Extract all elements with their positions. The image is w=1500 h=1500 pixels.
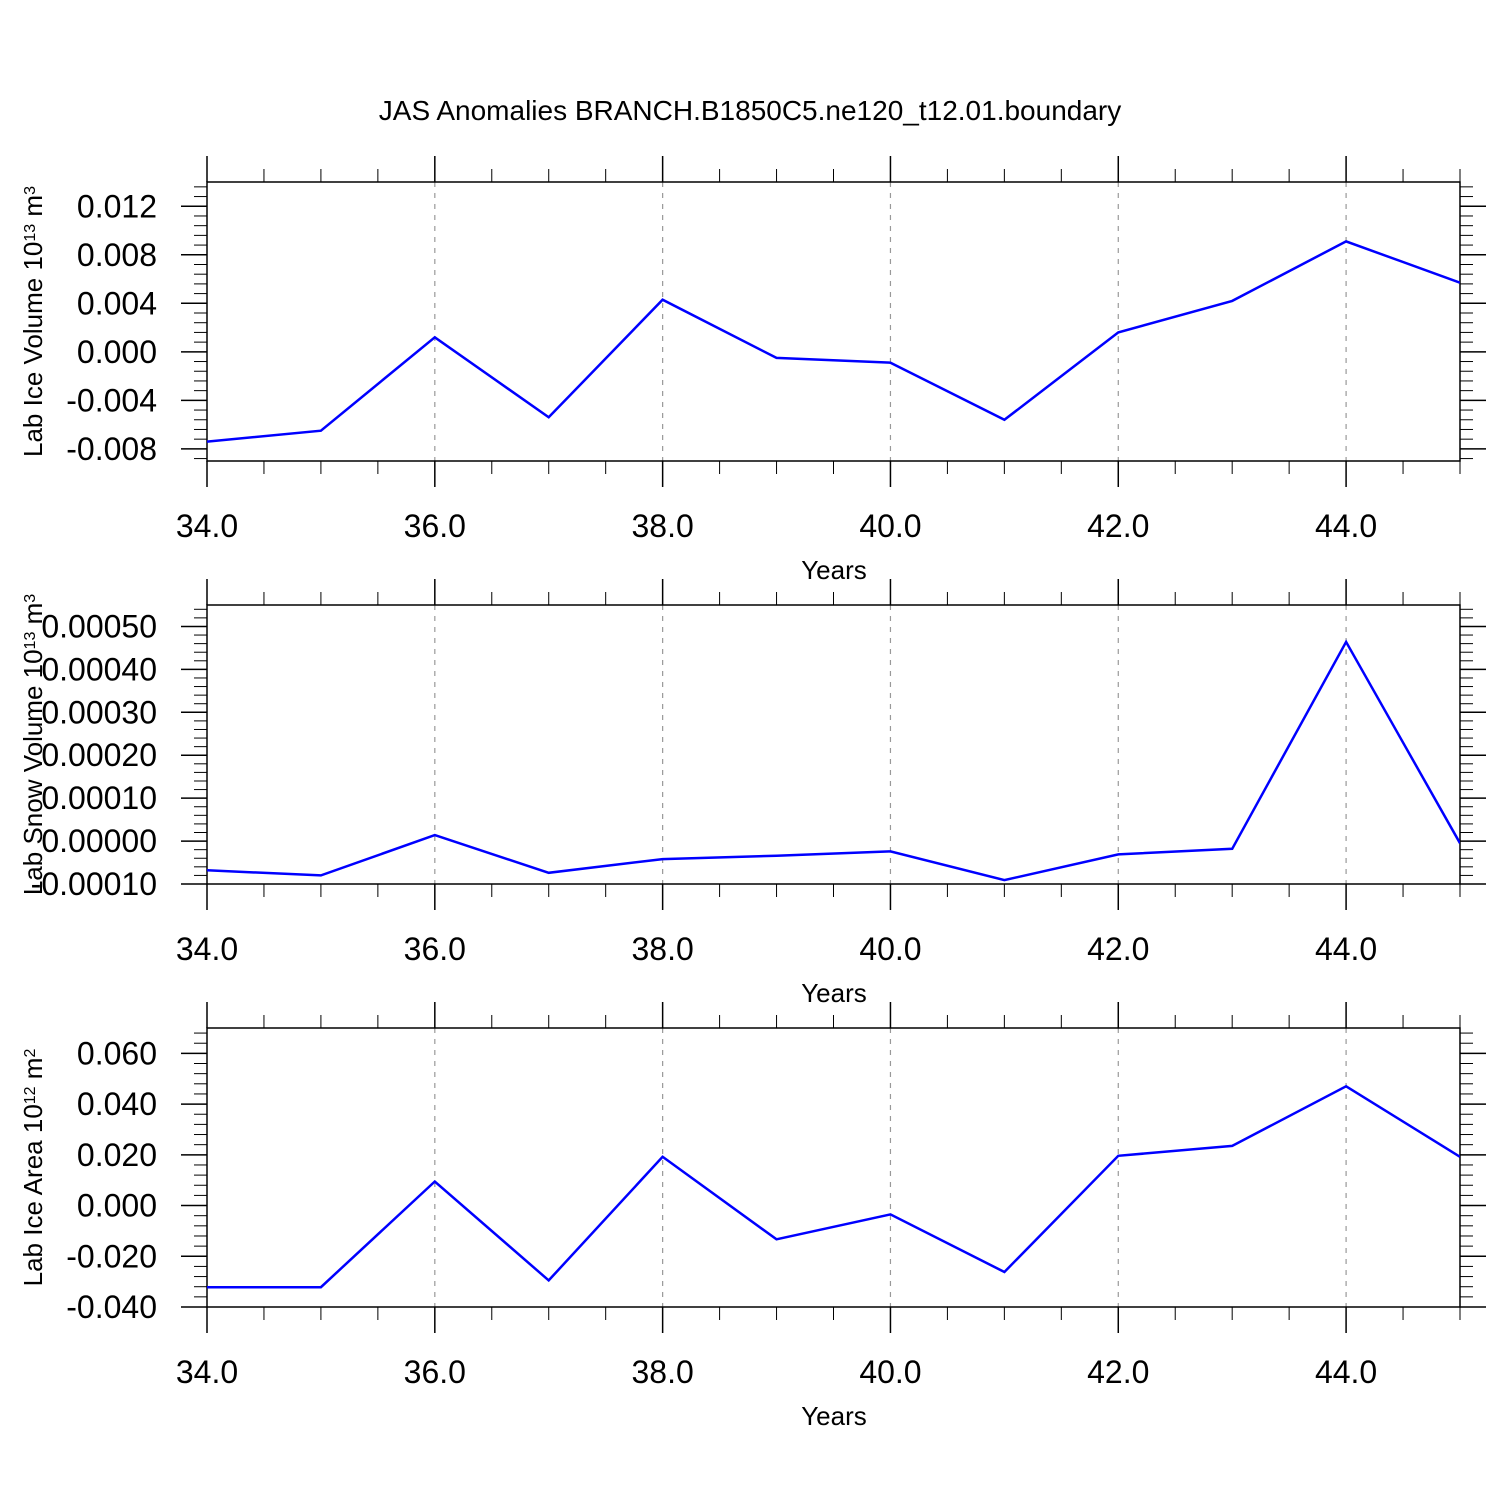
y-tick-label: -0.004 xyxy=(66,382,157,418)
x-tick-label: 36.0 xyxy=(404,508,466,544)
y-axis-title-part: Lab Ice Area 10 xyxy=(18,1104,48,1286)
x-tick-label: 34.0 xyxy=(176,931,238,967)
x-tick-label: 42.0 xyxy=(1087,931,1149,967)
y-axis-title: Lab Ice Volume 1013 m3 xyxy=(18,186,48,457)
y-axis-title-superscript: 3 xyxy=(22,594,39,603)
x-tick-label: 36.0 xyxy=(404,1354,466,1390)
y-axis-title-superscript: 12 xyxy=(22,1086,39,1104)
y-axis-title: Lab Ice Area 1012 m2 xyxy=(18,1049,48,1287)
y-tick-label: 0.00010 xyxy=(41,780,157,816)
chart-panel-1: -0.008 -0.004 0.000 0.004 0.008 0.012 34.0 36.0… xyxy=(18,156,1486,585)
x-tick-label: 40.0 xyxy=(859,1354,921,1390)
y-axis-title-part: Lab Ice Volume 10 xyxy=(18,242,48,457)
y-axis-title: Lab Snow Volume 1013 m3 xyxy=(18,594,48,895)
x-tick-label: 38.0 xyxy=(631,508,693,544)
x-tick-label: 44.0 xyxy=(1315,931,1377,967)
figure-title: JAS Anomalies BRANCH.B1850C5.ne120_t12.0… xyxy=(379,95,1121,126)
x-tick-label: 34.0 xyxy=(176,508,238,544)
x-axis-title: Years xyxy=(801,555,867,585)
y-axis-title-superscript: 13 xyxy=(22,632,39,650)
y-axis-title-superscript: 3 xyxy=(22,186,39,195)
y-axis-title-superscript: 2 xyxy=(22,1049,39,1058)
chart-panels: -0.008 -0.004 0.000 0.004 0.008 0.012 34.0 36.0… xyxy=(18,156,1486,1431)
y-tick-label: 0.012 xyxy=(77,188,157,224)
y-tick-label: 0.040 xyxy=(77,1086,157,1122)
y-tick-label: 0.020 xyxy=(77,1137,157,1173)
y-tick-label: -0.020 xyxy=(66,1238,157,1274)
x-tick-label: 38.0 xyxy=(631,931,693,967)
y-tick-label: 0.000 xyxy=(77,1188,157,1224)
y-tick-label: 0.00030 xyxy=(41,694,157,730)
x-tick-label: 44.0 xyxy=(1315,508,1377,544)
y-tick-label: 0.00000 xyxy=(41,823,157,859)
y-axis-title-superscript: 13 xyxy=(22,224,39,242)
y-tick-label: 0.00020 xyxy=(41,737,157,773)
chart-panel-3: -0.040 -0.020 0.000 0.020 0.040 0.060 34.0 36.0… xyxy=(18,1002,1486,1431)
y-tick-label: 0.060 xyxy=(77,1035,157,1071)
series-line xyxy=(207,1084,1460,1289)
x-tick-label: 44.0 xyxy=(1315,1354,1377,1390)
y-tick-label: 0.000 xyxy=(77,334,157,370)
x-tick-label: 40.0 xyxy=(859,931,921,967)
x-tick-label: 36.0 xyxy=(404,931,466,967)
y-tick-label: -0.008 xyxy=(66,431,157,467)
x-axis-title: Years xyxy=(801,978,867,1008)
x-tick-label: 40.0 xyxy=(859,508,921,544)
y-axis-title-part: Lab Snow Volume 10 xyxy=(18,649,48,895)
chart-panel-2: -0.00010 0.00000 0.00010 0.00020 0.00030 0.00… xyxy=(18,579,1486,1008)
y-axis-title-part: m xyxy=(18,1058,48,1087)
y-axis-title-part: m xyxy=(18,195,48,224)
x-axis-title: Years xyxy=(801,1401,867,1431)
y-tick-label: 0.004 xyxy=(77,285,157,321)
series-line xyxy=(207,240,1460,443)
y-tick-label: -0.040 xyxy=(66,1289,157,1325)
y-tick-label: 0.00040 xyxy=(41,651,157,687)
y-tick-label: 0.00050 xyxy=(41,608,157,644)
x-tick-label: 42.0 xyxy=(1087,1354,1149,1390)
y-axis-title-part: m xyxy=(18,603,48,632)
y-tick-label: 0.008 xyxy=(77,237,157,273)
x-tick-label: 34.0 xyxy=(176,1354,238,1390)
series-line xyxy=(207,639,1460,882)
y-tick-label: -0.00010 xyxy=(31,866,157,902)
x-tick-label: 42.0 xyxy=(1087,508,1149,544)
x-tick-label: 38.0 xyxy=(631,1354,693,1390)
